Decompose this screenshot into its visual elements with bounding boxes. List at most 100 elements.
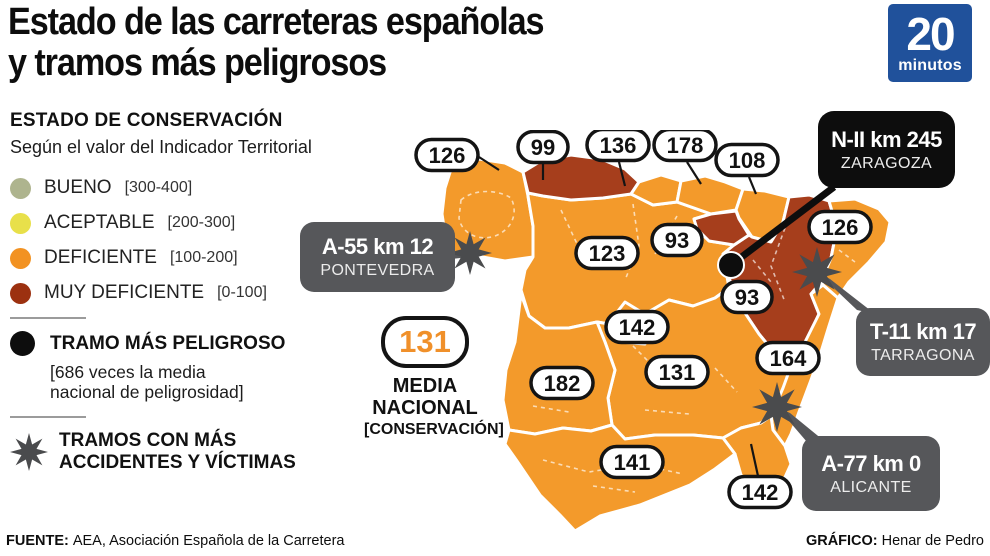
spain-map: 126 99 136 178 108 123 93 93 126 142 131… — [414, 130, 892, 533]
province-dashes — [542, 459, 684, 493]
callout-road: N-II km 245 — [831, 126, 942, 152]
brand-logo-20minutos: 20 minutos — [888, 4, 972, 82]
legend-range: [0-100] — [217, 284, 267, 301]
legend-classes: BUENO [300-400] ACEPTABLE [200-300] DEFI… — [10, 177, 340, 304]
legend-divider — [10, 317, 86, 319]
value-pill-aragon: 93 — [720, 279, 774, 315]
svg-text:123: 123 — [589, 241, 626, 266]
swatch-bueno-icon — [10, 177, 31, 199]
most-dangerous-legend: TRAMO MÁS PELIGROSO — [10, 331, 340, 356]
value-pill-andalucia: 141 — [599, 444, 665, 480]
page-title: Estado de las carreteras españolas y tra… — [8, 1, 545, 85]
most-dangerous-note: [686 veces la media nacional de peligros… — [50, 362, 244, 403]
national-average-sublabel: [CONSERVACIÓN] — [364, 420, 504, 438]
accidents-legend: TRAMOS CON MÁS ACCIDENTES Y VÍCTIMAS — [10, 430, 340, 476]
province-dashes — [752, 227, 786, 303]
svg-text:141: 141 — [614, 450, 651, 475]
value-pill-cataluna: 126 — [807, 209, 873, 245]
svg-text:99: 99 — [531, 135, 555, 160]
most-dangerous-dot-zaragoza — [717, 251, 745, 279]
callout-road: T-11 km 17 — [869, 319, 977, 344]
legend-heading: ESTADO DE CONSERVACIÓN — [10, 110, 283, 131]
svg-text:178: 178 — [667, 133, 704, 158]
legend-range: [300-400] — [124, 179, 193, 196]
title-line-2: y tramos más peligrosos — [8, 42, 387, 85]
svg-text:108: 108 — [729, 148, 766, 173]
callout-place: PONTEVEDRA — [320, 262, 435, 279]
value-pill-navarra: 108 — [714, 142, 780, 178]
swatch-aceptable-icon — [10, 212, 31, 234]
pill-connector — [686, 161, 702, 185]
legend: ESTADO DE CONSERVACIÓN Según el valor de… — [10, 110, 340, 475]
accident-star-tarragona — [792, 247, 842, 297]
swatch-muy-deficiente-icon — [10, 282, 31, 304]
value-pill-madrid: 142 — [604, 309, 670, 345]
value-pill-galicia: 126 — [414, 137, 480, 173]
value-pill-la-rioja: 93 — [650, 222, 704, 258]
footer: FUENTE: AEA, Asociación Española de la Ca… — [6, 533, 984, 549]
logo-number: 20 — [906, 8, 955, 60]
region-galicia — [440, 157, 535, 263]
pill-connector — [749, 443, 760, 477]
legend-label: DEFICIENTE — [44, 247, 157, 268]
pill-connector — [747, 176, 758, 195]
value-pill-murcia: 142 — [727, 474, 793, 510]
legend-item-aceptable: ACEPTABLE [200-300] — [10, 212, 340, 234]
callout-alicante: A-77 km 0 ALICANTE — [802, 436, 940, 511]
value-pill-castilla-la-mancha: 131 — [644, 354, 710, 390]
legend-range: [100-200] — [169, 249, 238, 266]
legend-subheading: Según el valor del Indicador Territorial — [10, 137, 312, 157]
value-pill-pais-vasco: 178 — [652, 130, 718, 163]
tarragona-tail — [817, 272, 875, 314]
accidents-label: TRAMOS CON MÁS ACCIDENTES Y VÍCTIMAS — [59, 429, 296, 474]
legend-item-deficiente: DEFICIENTE [100-200] — [10, 247, 340, 269]
swatch-deficiente-icon — [10, 247, 31, 269]
svg-text:131: 131 — [659, 360, 696, 385]
title-line-1: Estado de las carreteras españolas — [8, 1, 545, 43]
national-average-label: MEDIA NACIONAL — [372, 375, 478, 420]
value-pill-cantabria: 136 — [585, 130, 651, 163]
national-average-value: 131 — [381, 316, 469, 368]
zaragoza-pointer-line — [728, 184, 837, 268]
svg-text:182: 182 — [544, 371, 581, 396]
svg-text:126: 126 — [822, 215, 859, 240]
pill-connector — [617, 161, 627, 187]
black-dot-icon — [10, 331, 35, 356]
legend-label: ACEPTABLE — [44, 212, 155, 233]
value-pill-castilla-y-leon: 123 — [574, 235, 640, 271]
logo-word: minutos — [898, 57, 962, 74]
pill-connector — [478, 156, 500, 171]
accident-star-pontevedra — [448, 231, 492, 275]
svg-text:136: 136 — [600, 133, 637, 158]
callout-road: A-77 km 0 — [821, 450, 921, 476]
legend-label: MUY DEFICIENTE — [44, 282, 205, 303]
callout-road: A-55 km 12 — [321, 234, 434, 259]
callout-place: TARRAGONA — [871, 347, 975, 364]
callout-place: ZARAGOZA — [840, 154, 933, 172]
callout-place: ALICANTE — [830, 478, 912, 496]
value-pill-extremadura: 182 — [529, 365, 595, 401]
legend-divider-2 — [10, 415, 86, 418]
svg-text:126: 126 — [429, 143, 466, 168]
callout-pontevedra: A-55 km 12 PONTEVEDRA — [300, 222, 455, 292]
callout-tarragona: T-11 km 17 TARRAGONA — [856, 308, 990, 376]
most-dangerous-label: TRAMO MÁS PELIGROSO — [50, 332, 286, 354]
value-pill-comunidad-valenciana: 164 — [755, 340, 821, 376]
svg-text:142: 142 — [742, 480, 779, 505]
accident-star-alicante — [752, 382, 802, 432]
graphic-credit: GRÁFICO: Henar de Pedro — [805, 533, 984, 549]
legend-item-muy-deficiente: MUY DEFICIENTE [0-100] — [10, 282, 340, 304]
callout-zaragoza: N-II km 245 ZARAGOZA — [818, 111, 955, 188]
burst-star-icon — [10, 432, 48, 471]
svg-text:142: 142 — [619, 315, 656, 340]
svg-text:93: 93 — [665, 228, 689, 253]
legend-label: BUENO — [44, 177, 112, 198]
national-average: 131 MEDIA NACIONAL [CONSERVACIÓN] — [364, 316, 504, 439]
legend-range: [200-300] — [167, 214, 236, 231]
legend-item-bueno: BUENO [300-400] — [10, 177, 340, 199]
source-credit: FUENTE: AEA, Asociación Española de la Ca… — [6, 533, 345, 549]
svg-text:164: 164 — [770, 346, 807, 371]
svg-text:93: 93 — [735, 285, 759, 310]
province-dashes — [458, 190, 515, 239]
